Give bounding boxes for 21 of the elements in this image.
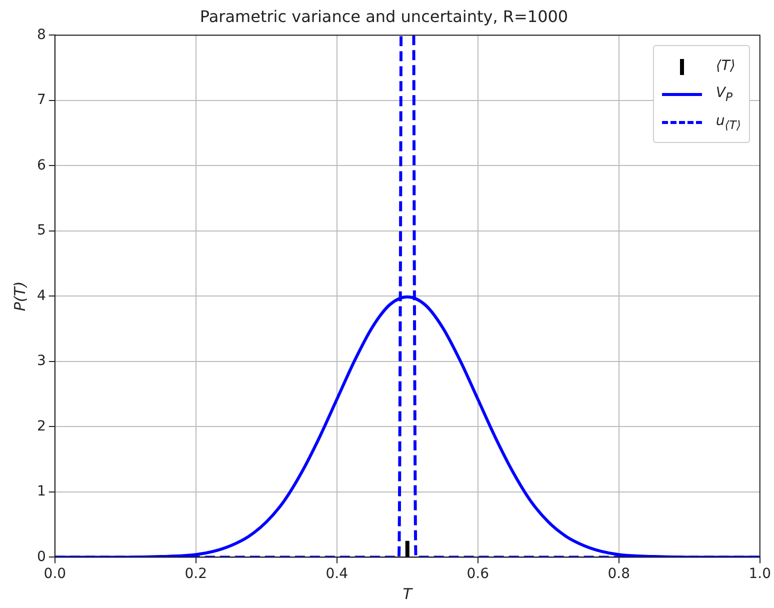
y-tick-label: 1: [36, 484, 46, 500]
x-tick-label: 0.0: [44, 566, 66, 582]
legend-label: ⟨T⟩: [716, 58, 736, 74]
y-tick-label: 8: [36, 26, 46, 43]
x-tick-label: 1.0: [748, 566, 771, 582]
x-axis-title: T: [402, 584, 414, 603]
x-tick-label: 0.4: [326, 566, 348, 582]
y-tick-label: 5: [36, 222, 46, 239]
x-tick-label: 0.6: [466, 566, 490, 582]
legend-label: V$_{P}$: [716, 84, 732, 104]
x-tick-label: 0.8: [608, 566, 630, 582]
y-tick-label: 2: [36, 418, 46, 434]
y-tick-label: 7: [36, 92, 46, 108]
y-axis-title: P(T): [10, 281, 29, 312]
legend-label: u$_{⟨T⟩}$: [716, 112, 741, 132]
y-tick-label: 6: [36, 157, 46, 174]
y-tick-label: 0: [36, 548, 46, 565]
y-tick-label: 4: [36, 288, 46, 304]
y-tick-label: 3: [36, 353, 46, 370]
chart-title: Parametric variance and uncertainty, R=1000: [200, 6, 568, 26]
x-tick-label: 0.2: [184, 566, 208, 582]
